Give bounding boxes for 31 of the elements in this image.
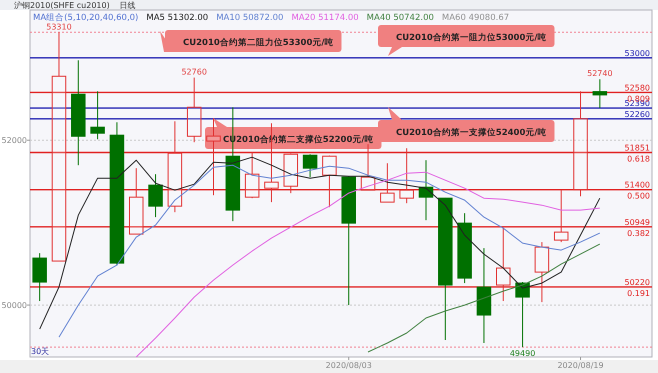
y-tick-label: 50000: [2, 301, 27, 310]
x-tick-label: 2020/08/03: [326, 361, 372, 370]
annotation: CU2010合约第一支撑位52400元/吨: [396, 127, 546, 138]
ref-line-label: 50220: [624, 278, 650, 287]
y-tick-label: 52000: [2, 136, 27, 146]
legend: MA组合(5,10,20,40,60,0) MA5 51302.00 MA10 50872.00 MA20 51174.00 MA40 50742.00 MA60 49080.67: [33, 13, 510, 23]
annotation: 49490: [510, 349, 536, 358]
annotation: CU2010合约第二阻力位53300元/吨: [183, 37, 334, 48]
annotation: 53310: [46, 22, 72, 32]
ref-line-label: 53000: [624, 48, 650, 58]
annotation: CU2010合约第一阻力位53000元/吨: [396, 32, 546, 43]
callout: CU2010合约第一阻力位53000元/吨: [378, 25, 554, 56]
chart-subtitle: 日线: [120, 1, 136, 10]
annotation: 52740: [587, 69, 613, 78]
annotation: 30天: [31, 347, 50, 356]
annotation: 0.500: [627, 192, 650, 201]
ref-line-label: 52580: [624, 83, 650, 92]
annotation: 0.618: [627, 154, 650, 164]
ref-line-label: 52260: [624, 110, 650, 119]
callout: CU2010合约第一支撑位52400元/吨: [378, 107, 554, 142]
ref-line-label: 52390: [624, 99, 650, 108]
ref-line-label: 51400: [624, 180, 650, 190]
callout: CU2010合约第二阻力位53300元/吨: [160, 30, 342, 52]
annotation: 0.191: [627, 288, 650, 298]
annotation: 0.382: [627, 228, 650, 238]
chart-title: 沪铜2010(SHFE cu2010): [14, 1, 110, 10]
line-series: [136, 172, 600, 358]
ref-line-label: 51851: [624, 144, 650, 153]
x-tick-label: 2020/08/19: [557, 361, 604, 370]
annotation: 52760: [181, 68, 207, 77]
ref-line-label: 50949: [624, 218, 650, 227]
